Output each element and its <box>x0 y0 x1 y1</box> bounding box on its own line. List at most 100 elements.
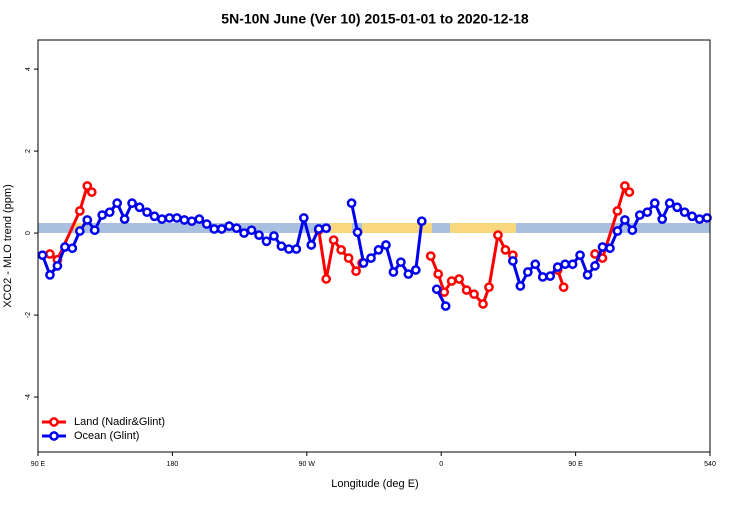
data-point <box>388 267 399 277</box>
data-point <box>396 257 406 268</box>
data-point <box>201 219 212 229</box>
data-point <box>381 240 391 250</box>
data-point <box>484 282 494 293</box>
data-point <box>558 282 569 293</box>
data-point <box>254 230 264 240</box>
data-point <box>469 289 479 300</box>
data-point <box>605 243 615 254</box>
data-point <box>624 187 635 197</box>
x-tick-label: 0 <box>439 461 443 468</box>
data-point <box>346 198 357 209</box>
data-point <box>454 274 464 284</box>
data-point <box>582 270 593 280</box>
data-point <box>142 207 152 218</box>
data-point <box>478 299 488 309</box>
data-point <box>493 230 503 240</box>
data-point <box>291 244 302 254</box>
data-point <box>416 216 427 227</box>
legend-label: Land (Nadir&Glint) <box>74 416 165 428</box>
data-point <box>634 210 645 220</box>
data-point <box>67 243 78 254</box>
data-point <box>352 227 363 238</box>
data-point <box>642 207 653 218</box>
data-point <box>612 226 623 236</box>
data-point <box>672 202 682 213</box>
x-tick-label: 90 E <box>31 461 46 468</box>
data-point <box>86 187 97 197</box>
data-point <box>530 259 541 270</box>
data-point <box>37 250 48 261</box>
data-point <box>679 207 690 218</box>
data-point <box>74 226 85 236</box>
data-point <box>366 253 376 263</box>
data-point <box>500 245 511 255</box>
data-point <box>433 269 444 279</box>
data-point <box>351 266 361 277</box>
data-point <box>590 261 600 271</box>
data-point <box>620 215 630 225</box>
data-point <box>246 225 257 236</box>
data-point <box>515 281 526 291</box>
data-point <box>119 214 130 224</box>
data-point <box>186 216 197 227</box>
plot-frame <box>37 39 711 453</box>
y-axis-label: XCO2 - MLO trend (ppm) <box>2 184 14 307</box>
data-point <box>410 265 421 275</box>
x-axis-label: Longitude (deg E) <box>331 478 418 490</box>
data-point <box>657 214 668 224</box>
data-point <box>431 284 442 295</box>
legend-marker <box>49 417 59 427</box>
data-point <box>461 285 472 295</box>
data-point <box>373 245 384 255</box>
data-point <box>403 269 414 279</box>
data-point <box>545 271 556 281</box>
y-tick-label: 0 <box>25 231 32 235</box>
data-point <box>261 236 272 247</box>
surface-strip <box>38 223 710 233</box>
data-point <box>45 249 55 259</box>
series-line <box>41 201 708 307</box>
data-point <box>552 262 563 272</box>
plot-area <box>37 181 712 311</box>
data-point <box>82 181 93 191</box>
data-point <box>358 258 369 268</box>
x-tick-label: 90 E <box>568 461 583 468</box>
data-point <box>97 210 108 220</box>
land-strip <box>362 223 432 233</box>
data-point <box>440 301 451 311</box>
data-point <box>216 224 227 234</box>
x-tick-label: 180 <box>167 461 179 468</box>
data-point <box>425 251 436 261</box>
data-point <box>194 214 205 224</box>
data-point <box>306 240 317 250</box>
data-point <box>560 259 570 270</box>
data-point <box>567 259 578 270</box>
data-point <box>52 261 63 271</box>
x-tick-label: 540 <box>704 461 716 468</box>
data-point <box>702 213 712 223</box>
data-point <box>321 274 332 284</box>
data-point <box>664 198 675 209</box>
chart-title: 5N-10N June (Ver 10) 2015-01-01 to 2020-… <box>221 11 529 27</box>
data-point <box>298 213 309 223</box>
land-strip <box>450 223 516 233</box>
data-point <box>522 267 533 277</box>
data-point <box>134 202 145 213</box>
data-point <box>328 235 339 245</box>
data-point <box>284 244 294 254</box>
data-point <box>179 215 190 225</box>
y-tick-label: -4 <box>25 394 32 400</box>
y-tick-label: -2 <box>25 312 32 318</box>
data-point <box>649 198 660 209</box>
data-point <box>172 213 182 223</box>
data-point <box>89 225 100 236</box>
data-point <box>508 256 518 266</box>
legend: Land (Nadir&Glint) Ocean (Glint) <box>42 416 165 442</box>
data-point <box>45 270 55 280</box>
data-point <box>694 214 705 224</box>
data-point <box>104 207 115 218</box>
data-point <box>209 224 220 234</box>
data-point <box>157 214 167 224</box>
data-point <box>74 206 85 216</box>
